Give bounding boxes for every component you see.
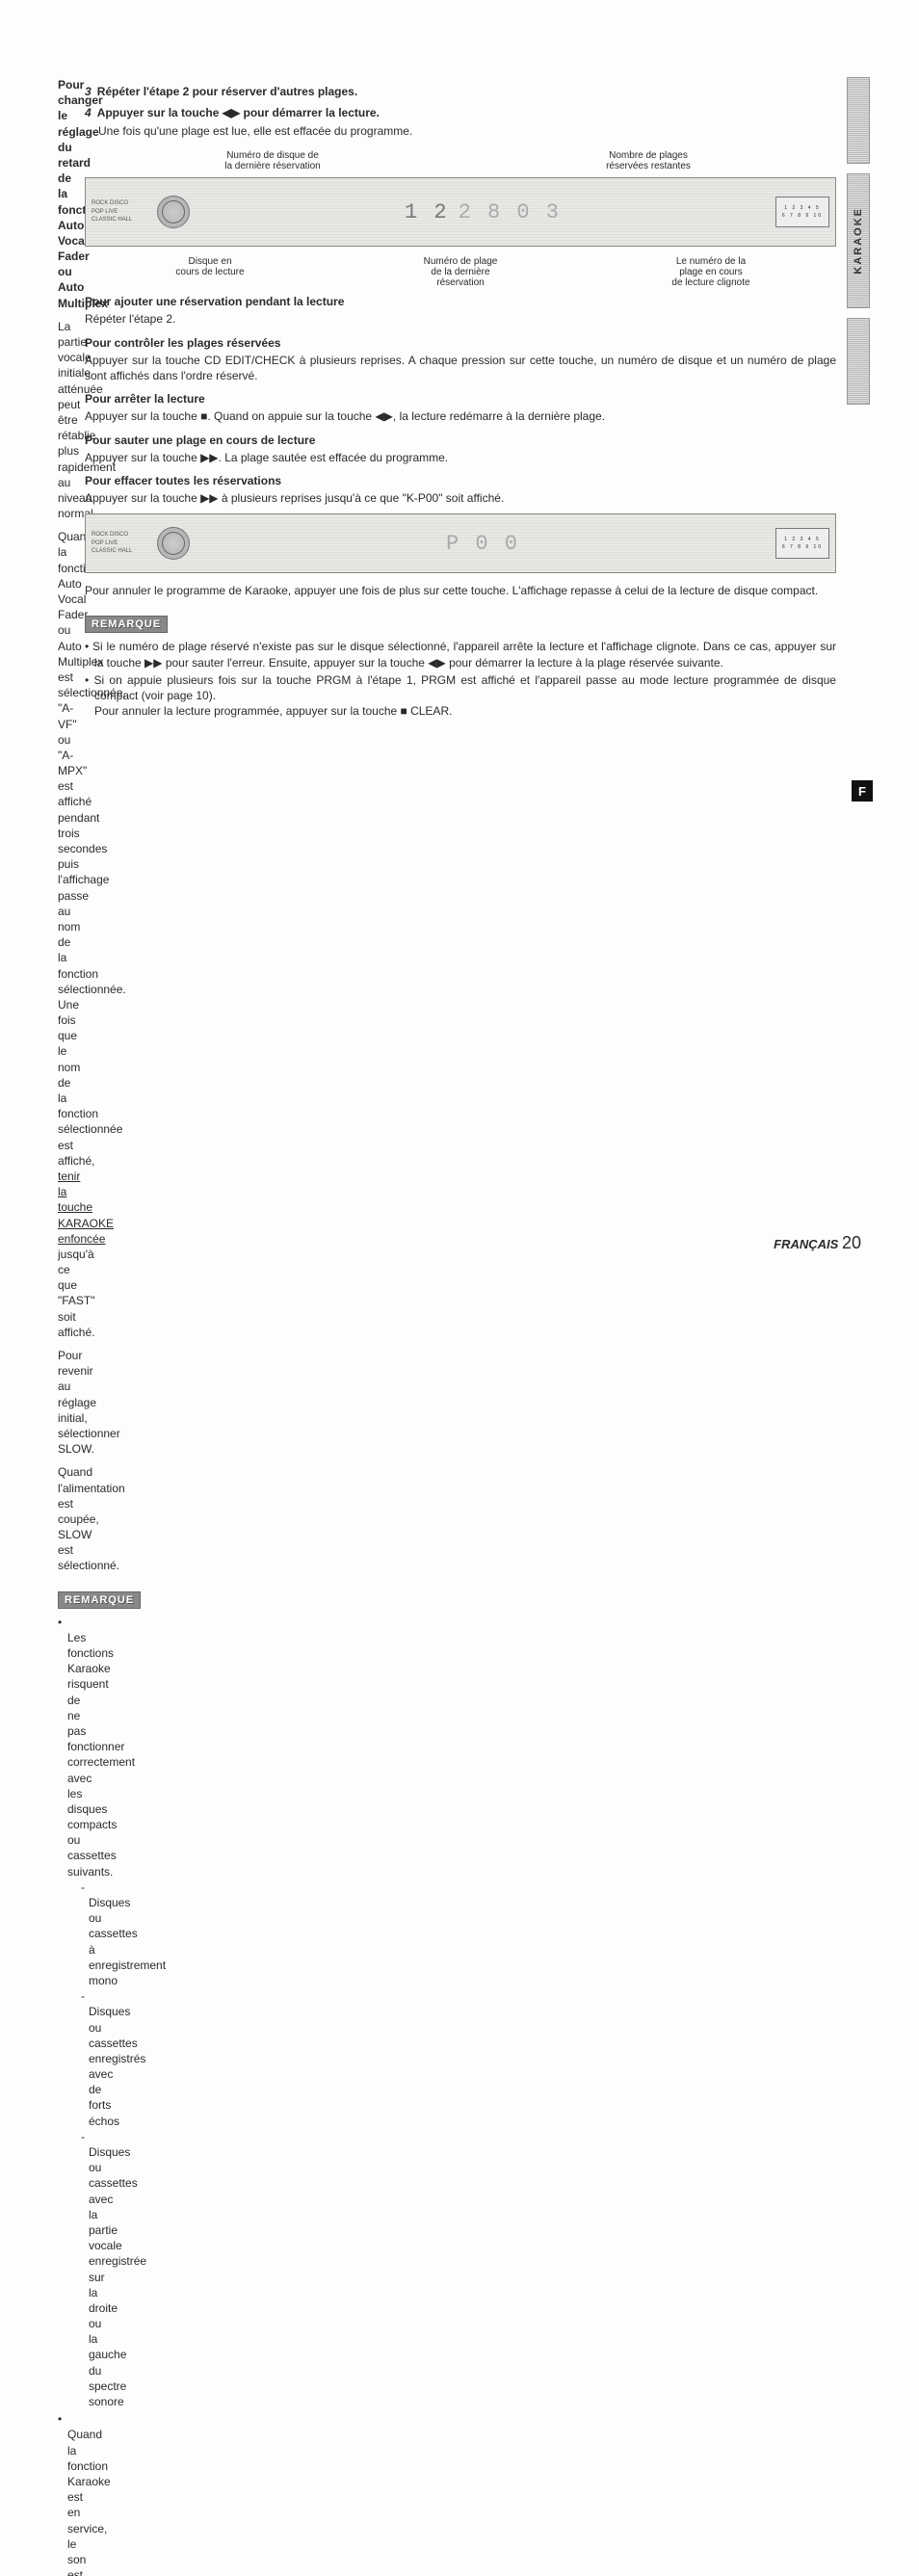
p-stop: Appuyer sur la touche ■. Quand on appuie… xyxy=(85,408,836,424)
p-ctrl: Appuyer sur la touche CD EDIT/CHECK à pl… xyxy=(85,353,836,383)
list-item: Quand la fonction Karaoke est en service… xyxy=(58,2411,67,2576)
step-4-sub: Une fois qu'une plage est lue, elle est … xyxy=(85,123,836,139)
remarque-list-2: Si le numéro de plage réservé n'existe p… xyxy=(85,639,836,719)
h-skip: Pour sauter une plage en cours de lectur… xyxy=(85,433,836,448)
side-tab-block xyxy=(847,77,870,164)
footer-page-number: 20 xyxy=(842,1233,861,1252)
lcd-diagram: Numéro de disque de la dernière réservat… xyxy=(85,146,836,288)
step-4: 4 Appuyer sur la touche ◀▶ pour démarrer… xyxy=(85,106,836,119)
side-tab-karaoke: KARAOKE xyxy=(847,173,870,308)
remarque-badge-2: REMARQUE xyxy=(85,616,168,633)
list-item: Si on appuie plusieurs fois sur la touch… xyxy=(85,672,836,720)
p-cancel: Pour annuler le programme de Karaoke, ap… xyxy=(85,583,836,598)
eq-dial-icon xyxy=(157,196,190,228)
page-columns: Pour changer le réglage du retard de la … xyxy=(58,77,871,2576)
h-ctrl: Pour contrôler les plages réservées xyxy=(85,335,836,351)
list-item: Si le numéro de plage réservé n'existe p… xyxy=(85,639,836,670)
dash-list: Disques ou cassettes à enregistrement mo… xyxy=(67,1879,81,2409)
lcd-panel-3: ROCK DISCO POP LIVE CLASSIC HALL 1 2 2 8… xyxy=(85,177,836,247)
step-3: 3 Répéter l'étape 2 pour réserver d'autr… xyxy=(85,85,836,98)
side-tab-block xyxy=(847,318,870,405)
p-clear: Appuyer sur la touche ▶▶ à plusieurs rep… xyxy=(85,490,836,506)
tab-letter-f: F xyxy=(852,780,873,802)
right-column: 3 Répéter l'étape 2 pour réserver d'autr… xyxy=(85,77,836,2576)
h-stop: Pour arrêter la lecture xyxy=(85,391,836,407)
eq-dial-icon xyxy=(157,527,190,560)
p-add: Répéter l'étape 2. xyxy=(85,311,836,327)
lcd-panel-4: ROCK DISCO POP LIVE CLASSIC HALL P 0 0 1… xyxy=(85,513,836,573)
right-wrap: 3 Répéter l'étape 2 pour réserver d'autr… xyxy=(85,77,871,2576)
list-item: Les fonctions Karaoke risquent de ne pas… xyxy=(58,1615,67,2410)
page-footer: FRANÇAIS 20 xyxy=(774,1233,861,1253)
h-add: Pour ajouter une réservation pendant la … xyxy=(85,294,836,309)
h-clear: Pour effacer toutes les réservations xyxy=(85,473,836,488)
side-tabs: KARAOKE xyxy=(846,77,871,2576)
footer-language: FRANÇAIS xyxy=(774,1237,838,1251)
p-skip: Appuyer sur la touche ▶▶. La plage sauté… xyxy=(85,450,836,465)
